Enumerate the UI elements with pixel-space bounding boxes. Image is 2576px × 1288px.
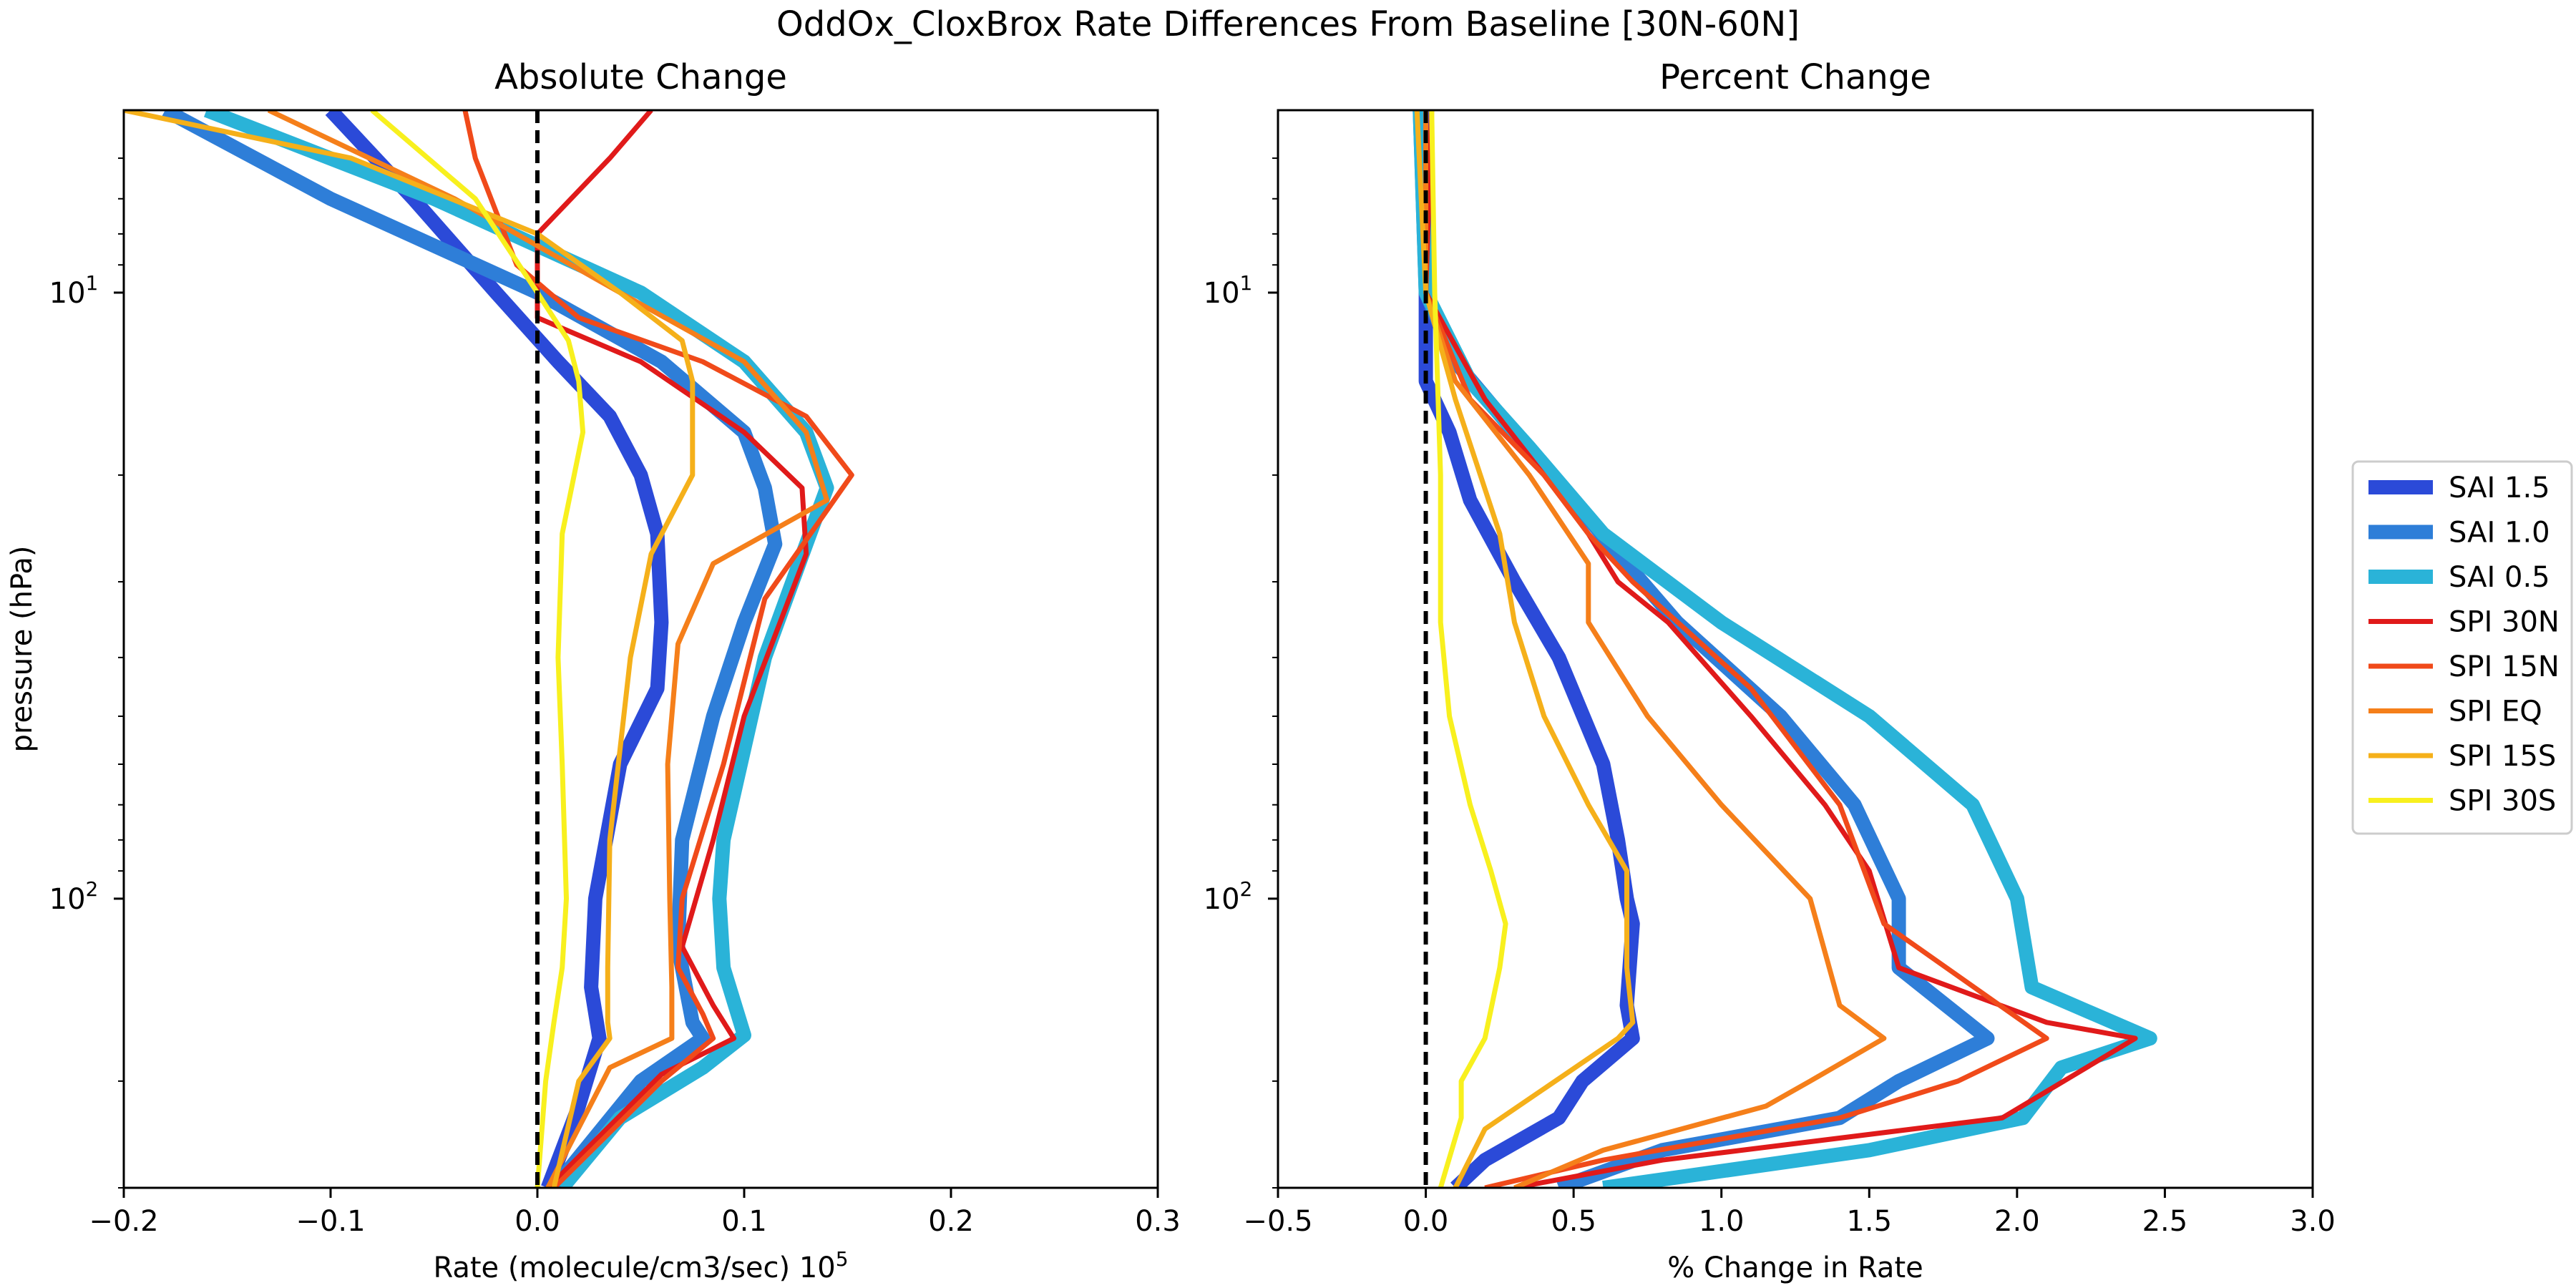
x-tick-label: 0.3	[1135, 1205, 1181, 1238]
legend: SAI 1.5 SAI 1.0 SAI 0.5 SPI 30N SPI 15N SPI E…	[2351, 460, 2573, 835]
x-tick-label: 0.0	[514, 1205, 560, 1238]
x-tick-label: 0.5	[1551, 1205, 1596, 1238]
y-tick-label: 102	[49, 877, 99, 916]
series-line-spi-eq	[1423, 110, 1887, 1188]
series-line-spi-15s	[124, 110, 696, 1188]
axes-frame	[1277, 109, 2314, 1189]
axes-frame	[122, 109, 1159, 1189]
legend-label: SAI 1.5	[2449, 472, 2550, 504]
legend-label: SPI 30S	[2449, 785, 2556, 818]
x-axis-label: Rate (molecule/cm3/sec) 105	[433, 1247, 848, 1284]
x-axis-label: % Change in Rate	[1667, 1252, 1923, 1284]
series-line-spi-eq	[267, 110, 830, 1188]
legend-label: SPI EQ	[2449, 696, 2542, 728]
figure-suptitle: OddOx_CloxBrox Rate Differences From Bas…	[776, 4, 1800, 44]
series-line-sai-1_5	[325, 110, 669, 1188]
x-tick-label: −0.5	[1243, 1205, 1312, 1238]
x-tick-label: 2.5	[2142, 1205, 2188, 1238]
legend-label: SAI 1.0	[2449, 517, 2550, 550]
legend-label: SAI 0.5	[2449, 561, 2550, 594]
panel-percent-change: −0.5 0.0 0.5 1.0 1.5 2.0 2.5 3.0 101 102 Percent C…	[1204, 57, 2336, 1284]
panel-title: Percent Change	[1659, 57, 1931, 97]
panel-absolute-change: −0.2 −0.1 0.0 0.1 0.2 0.3 101 102 Absolute Chang…	[6, 57, 1181, 1284]
legend-label: SPI 15S	[2449, 740, 2556, 773]
x-tick-label: 1.0	[1699, 1205, 1745, 1238]
x-tick-label: −0.1	[296, 1205, 365, 1238]
y-tick-label: 102	[1204, 877, 1253, 916]
plot-area	[1413, 110, 2157, 1188]
y-tick-label: 101	[1204, 271, 1253, 310]
x-tick-label: 3.0	[2290, 1205, 2336, 1238]
plot-area	[124, 110, 854, 1188]
legend-label: SPI 15N	[2449, 650, 2560, 683]
x-tick-label: 0.1	[721, 1205, 767, 1238]
y-tick-label: 101	[49, 271, 99, 310]
legend-label: SPI 30N	[2449, 606, 2560, 639]
legend-frame	[2351, 460, 2573, 835]
series-line-spi-15s	[1414, 110, 1636, 1188]
x-tick-label: 0.2	[928, 1205, 974, 1238]
series-line-spi-30s	[1429, 110, 1508, 1188]
series-line-spi-30s	[370, 110, 586, 1188]
x-tick-label: 2.0	[1994, 1205, 2040, 1238]
x-tick-label: −0.2	[89, 1205, 158, 1238]
x-tick-label: 0.0	[1403, 1205, 1449, 1238]
panel-title: Absolute Change	[494, 57, 787, 97]
series-line-sai-1_5	[1418, 110, 1640, 1188]
series-line-spi-30n	[1423, 110, 2138, 1188]
x-tick-label: 1.5	[1846, 1205, 1892, 1238]
y-axis-label: pressure (hPa)	[6, 546, 39, 753]
